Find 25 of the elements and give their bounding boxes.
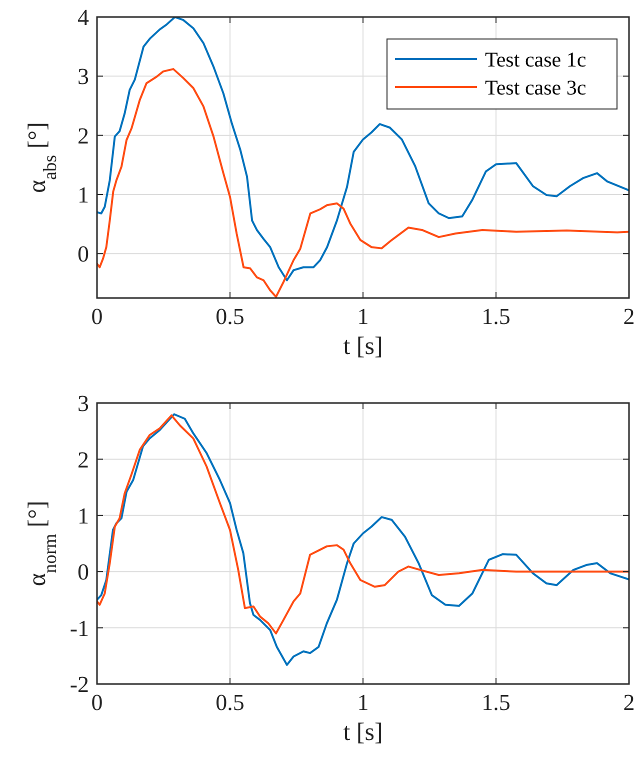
- legend-label: Test case 1c: [485, 47, 586, 72]
- line-series: [97, 68, 629, 298]
- x-tick-label: 0.5: [216, 304, 244, 329]
- y-tick-label: 1: [78, 503, 89, 528]
- y-tick-label: 0: [78, 560, 89, 585]
- y-tick-label: 4: [78, 5, 90, 30]
- line-series: [97, 17, 629, 282]
- x-axis-title: t [s]: [343, 333, 383, 360]
- y-tick-label: 0: [78, 242, 89, 267]
- x-tick-label: 1: [357, 690, 369, 715]
- y-tick-label: 3: [78, 64, 89, 90]
- x-tick-label: 2: [623, 690, 635, 715]
- y-tick-label: 1: [78, 182, 89, 208]
- x-tick-label: 1: [357, 304, 369, 329]
- x-tick-label: 2: [623, 304, 635, 329]
- y-tick-label: -1: [70, 616, 89, 641]
- y-tick-label: 2: [78, 447, 89, 472]
- x-tick-label: 0.5: [216, 690, 244, 715]
- y-tick-label: 3: [78, 391, 89, 416]
- legend-label: Test case 3c: [485, 75, 586, 100]
- x-axis-title: t [s]: [343, 719, 383, 746]
- x-tick-label: 1.5: [482, 690, 510, 715]
- x-tick-label: 1.5: [482, 304, 510, 329]
- y-tick-label: 2: [78, 123, 89, 148]
- y-tick-label: -2: [70, 672, 89, 698]
